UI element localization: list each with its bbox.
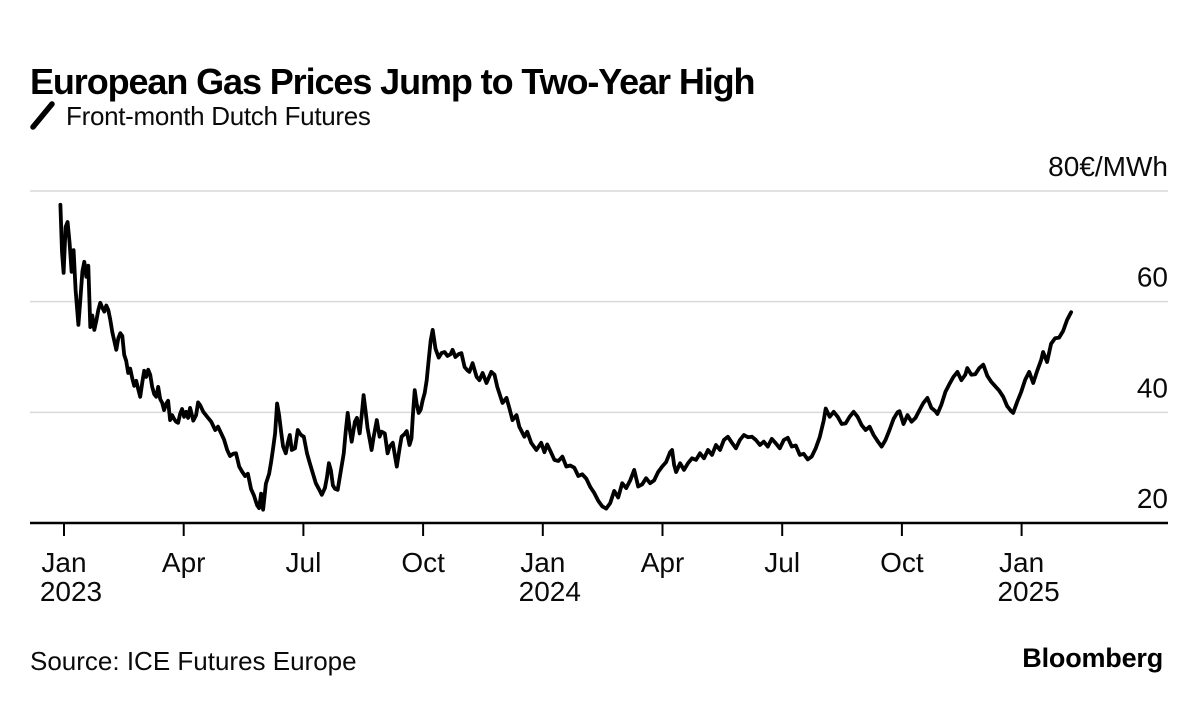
x-tick-label: Jul [764, 547, 800, 578]
y-axis-label-40: 40 [1137, 372, 1168, 403]
price-line [58, 202, 1073, 512]
legend-label: Front-month Dutch Futures [66, 100, 371, 131]
y-axis-label-20: 20 [1137, 483, 1168, 514]
source-note: Source: ICE Futures Europe [30, 646, 357, 676]
x-tick-year-label: 2023 [40, 576, 102, 607]
x-tick-label: Jan [999, 547, 1044, 578]
x-tick-label: Jan [520, 547, 565, 578]
x-tick-label: Apr [162, 547, 206, 578]
x-tick-label: Oct [401, 547, 445, 578]
x-tick-label: Oct [880, 547, 924, 578]
legend-line-marker-icon [30, 101, 55, 130]
x-tick-label: Jan [41, 547, 86, 578]
x-tick-year-label: 2024 [519, 576, 581, 607]
x-tick-label: Jul [286, 547, 322, 578]
x-tick-year-label: 2025 [997, 576, 1059, 607]
x-tick-label: Apr [641, 547, 685, 578]
legend: Front-month Dutch Futures [30, 101, 371, 130]
page-title: European Gas Prices Jump to Two-Year Hig… [30, 61, 756, 103]
y-axis-label-80: 80€/MWh [1048, 151, 1168, 182]
y-axis-label-60: 60 [1137, 262, 1168, 293]
bloomberg-logo: Bloomberg [1022, 643, 1163, 673]
